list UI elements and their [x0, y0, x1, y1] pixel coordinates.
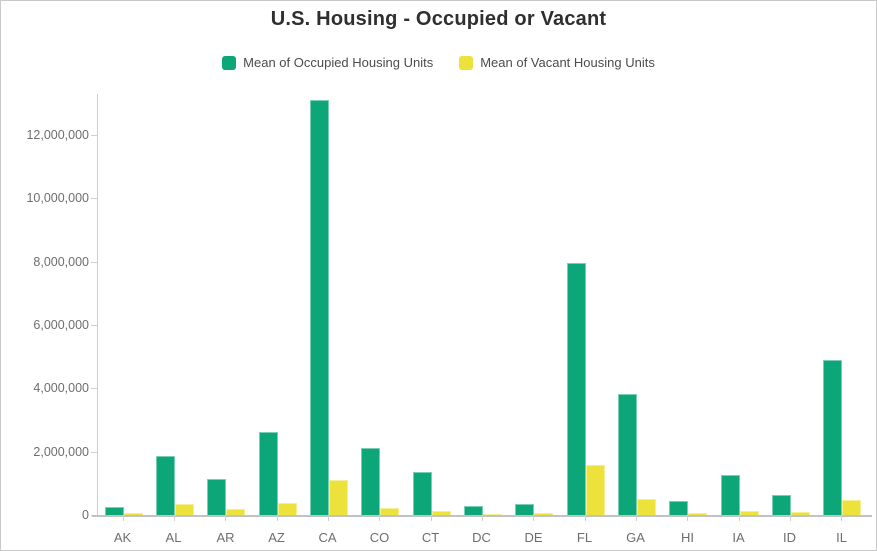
x-axis-label-CT: CT — [421, 530, 440, 545]
x-axis-tick — [379, 515, 380, 521]
chart-title: U.S. Housing - Occupied or Vacant — [270, 8, 607, 30]
chart-legend: Mean of Occupied Housing Units Mean of Va… — [1, 55, 876, 70]
bar-occupied-DC[interactable] — [464, 506, 483, 515]
bar-vacant-DC[interactable] — [483, 514, 502, 515]
x-axis-label-CA: CA — [318, 530, 337, 545]
x-axis-tick — [174, 515, 175, 521]
bar-vacant-AL[interactable] — [175, 504, 194, 515]
bar-vacant-DE[interactable] — [534, 513, 553, 515]
x-axis-label-DC: DC — [472, 530, 491, 545]
x-axis-label-FL: FL — [576, 530, 593, 545]
x-axis-tick — [790, 515, 791, 521]
y-axis-label: 4,000,000 — [33, 381, 89, 396]
y-axis-label: 8,000,000 — [33, 254, 89, 269]
bar-occupied-HI[interactable] — [669, 501, 688, 515]
bar-occupied-AK[interactable] — [105, 507, 124, 515]
y-axis-tick — [91, 388, 97, 389]
bar-vacant-IL[interactable] — [842, 500, 861, 515]
bar-occupied-ID[interactable] — [772, 495, 791, 515]
y-axis-tick — [91, 198, 97, 199]
x-axis-tick — [328, 515, 329, 521]
x-axis-label-ID: ID — [783, 530, 796, 545]
x-axis-tick — [277, 515, 278, 521]
y-axis-tick — [91, 325, 97, 326]
bar-vacant-AR[interactable] — [226, 509, 245, 515]
bar-occupied-IA[interactable] — [721, 475, 740, 515]
bar-vacant-AZ[interactable] — [278, 503, 297, 515]
bar-vacant-IA[interactable] — [740, 511, 759, 515]
y-axis-label: 2,000,000 — [33, 444, 89, 459]
bar-occupied-AZ[interactable] — [259, 432, 278, 515]
bar-vacant-GA[interactable] — [637, 499, 656, 515]
legend-label-occupied: Mean of Occupied Housing Units — [243, 55, 434, 70]
x-axis-tick — [636, 515, 637, 521]
y-axis-label: 0 — [82, 508, 89, 522]
y-axis-label: 12,000,000 — [26, 127, 89, 142]
x-axis-label-GA: GA — [626, 530, 645, 545]
x-axis-label-AK: AK — [113, 530, 132, 545]
bar-vacant-CO[interactable] — [380, 508, 399, 515]
legend-label-vacant: Mean of Vacant Housing Units — [480, 55, 655, 70]
bar-occupied-GA[interactable] — [618, 394, 637, 515]
plot-area — [97, 94, 868, 515]
y-axis-tick — [91, 452, 97, 453]
bar-vacant-AK[interactable] — [124, 513, 143, 515]
x-axis-tick — [482, 515, 483, 521]
bar-occupied-CT[interactable] — [413, 472, 432, 515]
bar-occupied-DE[interactable] — [515, 504, 534, 515]
x-axis-label-AR: AR — [216, 530, 235, 545]
x-axis-label-HI: HI — [681, 530, 694, 545]
x-axis-tick — [739, 515, 740, 521]
bar-vacant-CT[interactable] — [432, 511, 451, 515]
x-axis-tick — [533, 515, 534, 521]
legend-item-vacant[interactable]: Mean of Vacant Housing Units — [459, 55, 655, 70]
bar-vacant-FL[interactable] — [586, 465, 605, 515]
x-axis-tick — [687, 515, 688, 521]
bar-occupied-CA[interactable] — [310, 100, 329, 515]
bar-occupied-IL[interactable] — [823, 360, 842, 515]
legend-swatch-occupied — [222, 55, 237, 70]
bar-occupied-CO[interactable] — [361, 448, 380, 515]
x-axis-label-IA: IA — [732, 530, 745, 545]
bar-vacant-CA[interactable] — [329, 480, 348, 515]
y-axis-label: 6,000,000 — [33, 317, 89, 332]
bar-occupied-FL[interactable] — [567, 263, 586, 515]
legend-item-occupied[interactable]: Mean of Occupied Housing Units — [222, 55, 433, 70]
x-axis-tick — [225, 515, 226, 521]
x-axis-tick — [585, 515, 586, 521]
y-axis-tick — [91, 262, 97, 263]
x-axis-label-AZ: AZ — [268, 530, 285, 545]
bar-occupied-AL[interactable] — [156, 456, 175, 515]
bar-occupied-AR[interactable] — [207, 479, 226, 515]
x-axis-label-AL: AL — [165, 530, 182, 545]
legend-swatch-vacant — [459, 55, 474, 70]
y-axis-tick — [91, 135, 97, 136]
bar-vacant-HI[interactable] — [688, 513, 707, 515]
x-axis-tick — [431, 515, 432, 521]
x-axis-tick — [123, 515, 124, 521]
x-axis-label-IL: IL — [836, 530, 847, 545]
x-axis-label-DE: DE — [524, 530, 543, 545]
x-axis-label-CO: CO — [369, 530, 390, 545]
bar-vacant-ID[interactable] — [791, 512, 810, 515]
x-axis-tick — [841, 515, 842, 521]
y-axis-label: 10,000,000 — [26, 191, 89, 206]
